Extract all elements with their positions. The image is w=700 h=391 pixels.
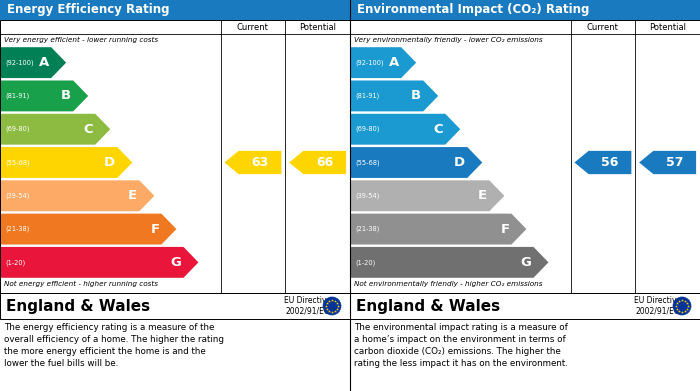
Text: (1-20): (1-20) [5,259,25,265]
Text: (55-68): (55-68) [355,159,379,166]
Text: Energy Efficiency Rating: Energy Efficiency Rating [7,4,169,16]
Text: (81-91): (81-91) [355,93,379,99]
Polygon shape [351,213,526,244]
Polygon shape [351,147,482,178]
Text: 56: 56 [601,156,619,169]
Text: E: E [478,189,487,202]
Polygon shape [1,147,132,178]
Bar [0,0,350,20]
Bar [350,0,700,20]
Polygon shape [289,151,346,174]
Polygon shape [225,151,281,174]
Text: F: F [500,222,510,235]
Text: Not energy efficient - higher running costs: Not energy efficient - higher running co… [4,281,158,287]
Text: Potential: Potential [649,23,686,32]
Text: (21-38): (21-38) [355,226,379,232]
Polygon shape [351,180,504,211]
Bar [350,20,700,293]
Polygon shape [639,151,696,174]
Text: D: D [104,156,116,169]
Text: 57: 57 [666,156,683,169]
Text: 63: 63 [251,156,269,169]
Text: A: A [39,56,49,69]
Bar [0,293,350,319]
Text: The energy efficiency rating is a measure of the
overall efficiency of a home. T: The energy efficiency rating is a measur… [4,323,224,368]
Text: E: E [128,189,137,202]
Text: Very energy efficient - lower running costs: Very energy efficient - lower running co… [4,37,158,43]
Text: A: A [389,56,399,69]
Polygon shape [1,247,199,278]
Text: (81-91): (81-91) [5,93,29,99]
Text: (39-54): (39-54) [355,192,379,199]
Text: Environmental Impact (CO₂) Rating: Environmental Impact (CO₂) Rating [357,4,589,16]
Text: (92-100): (92-100) [355,59,384,66]
Text: (69-80): (69-80) [355,126,379,133]
Polygon shape [351,114,461,145]
Text: 66: 66 [316,156,333,169]
Bar [350,293,700,319]
Circle shape [673,297,691,315]
Text: (21-38): (21-38) [5,226,29,232]
Text: (92-100): (92-100) [5,59,34,66]
Text: England & Wales: England & Wales [6,298,150,314]
Polygon shape [1,81,88,111]
Text: Current: Current [587,23,619,32]
Polygon shape [1,213,176,244]
Circle shape [323,297,341,315]
Polygon shape [575,151,631,174]
Polygon shape [1,114,111,145]
Text: (39-54): (39-54) [5,192,29,199]
Text: England & Wales: England & Wales [356,298,500,314]
Polygon shape [351,47,416,78]
Polygon shape [351,247,549,278]
Bar [0,20,350,293]
Text: F: F [150,222,160,235]
Text: C: C [433,123,443,136]
Text: EU Directive
2002/91/EC: EU Directive 2002/91/EC [284,296,332,316]
Polygon shape [1,180,154,211]
Text: Potential: Potential [299,23,336,32]
Text: The environmental impact rating is a measure of
a home’s impact on the environme: The environmental impact rating is a mea… [354,323,568,368]
Text: (1-20): (1-20) [355,259,375,265]
Text: G: G [171,256,181,269]
Polygon shape [1,47,66,78]
Text: Very environmentally friendly - lower CO₂ emissions: Very environmentally friendly - lower CO… [354,37,542,43]
Text: Current: Current [237,23,269,32]
Text: EU Directive
2002/91/EC: EU Directive 2002/91/EC [634,296,682,316]
Text: C: C [83,123,93,136]
Text: G: G [521,256,531,269]
Polygon shape [351,81,438,111]
Text: (55-68): (55-68) [5,159,29,166]
Text: Not environmentally friendly - higher CO₂ emissions: Not environmentally friendly - higher CO… [354,281,542,287]
Text: (69-80): (69-80) [5,126,29,133]
Text: D: D [454,156,466,169]
Text: B: B [411,90,421,102]
Text: B: B [61,90,71,102]
